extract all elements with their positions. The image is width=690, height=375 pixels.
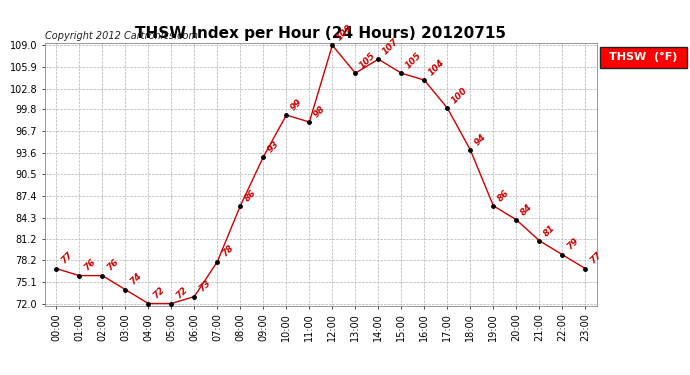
Text: 105: 105: [358, 51, 377, 70]
Text: 77: 77: [588, 251, 603, 266]
Text: 73: 73: [197, 279, 213, 294]
Text: 76: 76: [82, 258, 97, 273]
Text: 86: 86: [243, 188, 258, 203]
Text: Copyright 2012 Cartronics.com: Copyright 2012 Cartronics.com: [45, 31, 198, 41]
Text: 100: 100: [450, 86, 470, 105]
Text: 72: 72: [151, 285, 166, 301]
Text: 109: 109: [335, 23, 355, 42]
Text: 79: 79: [565, 237, 580, 252]
Text: 104: 104: [427, 58, 446, 77]
Text: 94: 94: [473, 132, 489, 147]
Text: 107: 107: [381, 37, 401, 56]
Title: THSW Index per Hour (24 Hours) 20120715: THSW Index per Hour (24 Hours) 20120715: [135, 26, 506, 40]
Text: 86: 86: [496, 188, 511, 203]
Text: 105: 105: [404, 51, 424, 70]
Text: 77: 77: [59, 251, 75, 266]
Text: THSW  (°F): THSW (°F): [609, 52, 678, 62]
Text: 93: 93: [266, 139, 282, 154]
Text: 84: 84: [519, 202, 534, 217]
Text: 74: 74: [128, 272, 144, 287]
Text: 99: 99: [289, 97, 304, 112]
Text: 81: 81: [542, 223, 558, 238]
Text: 98: 98: [312, 104, 327, 119]
Text: 72: 72: [174, 285, 189, 301]
Text: 78: 78: [220, 244, 235, 259]
Text: 76: 76: [105, 258, 120, 273]
